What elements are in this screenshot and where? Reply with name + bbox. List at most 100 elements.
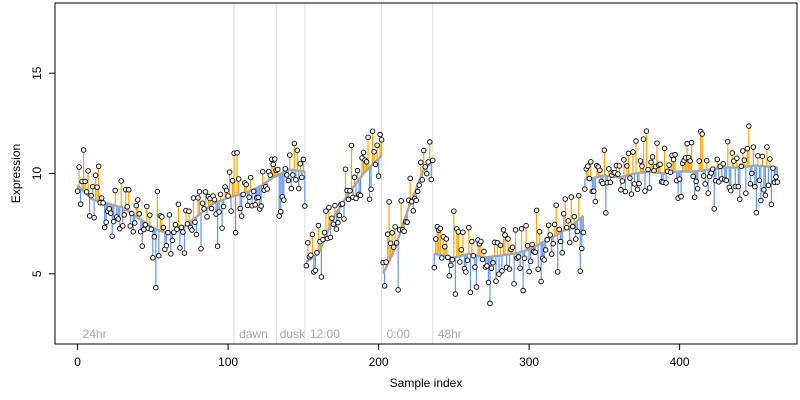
data-point-451: [753, 209, 760, 216]
data-point-287: [506, 266, 513, 272]
data-point-71: [181, 250, 188, 256]
data-point-12: [92, 172, 99, 179]
data-point-376: [640, 136, 647, 142]
x-tick-label-4: 400: [670, 355, 690, 369]
data-point-440: [737, 196, 743, 202]
data-point-354: [607, 179, 614, 186]
data-point-290: [511, 281, 517, 287]
data-point-391: [663, 180, 669, 186]
data-point-250: [451, 208, 457, 214]
data-point-1: [76, 164, 82, 170]
data-point-202: [378, 137, 385, 143]
data-point-173: [335, 219, 341, 226]
data-point-225: [413, 197, 419, 204]
data-point-360: [616, 163, 623, 169]
residual-lines: [76, 126, 779, 304]
data-point-54: [156, 252, 162, 259]
data-point-449: [750, 144, 757, 150]
data-point-408: [688, 139, 695, 146]
data-point-197: [371, 149, 377, 155]
data-point-43: [139, 243, 146, 249]
data-point-73: [184, 221, 191, 227]
data-point-177: [341, 216, 347, 222]
data-point-286: [505, 236, 511, 242]
data-point-432: [725, 138, 731, 145]
data-point-206: [384, 231, 391, 237]
data-point-150: [300, 156, 307, 163]
data-point-295: [518, 225, 525, 232]
data-point-86: [204, 214, 210, 220]
data-point-465: [774, 179, 781, 185]
data-point-237: [431, 264, 438, 271]
data-point-23: [109, 233, 115, 239]
data-point-149: [299, 174, 305, 181]
data-point-381: [648, 159, 654, 166]
data-point-382: [649, 154, 656, 160]
data-point-181: [347, 187, 353, 194]
data-point-317: [551, 221, 558, 228]
data-point-209: [389, 230, 395, 236]
data-point-434: [728, 187, 734, 194]
data-point-186: [354, 167, 361, 174]
data-point-419: [705, 190, 711, 196]
data-point-255: [458, 246, 465, 253]
x-axis: 0 100 200 300 400: [74, 344, 690, 369]
data-point-311: [542, 247, 549, 253]
condition-annotations: 24hr dawn dusk 12:00 0:00 48hr: [83, 327, 462, 341]
data-point-103: [229, 178, 236, 184]
data-point-445: [744, 145, 751, 152]
data-point-133: [275, 166, 281, 173]
data-point-69: [178, 224, 185, 230]
data-point-56: [159, 214, 165, 220]
data-point-423: [711, 206, 717, 212]
data-point-84: [201, 206, 207, 212]
data-point-251: [452, 291, 459, 297]
data-point-448: [749, 170, 755, 177]
data-point-201: [377, 131, 383, 138]
data-point-238: [433, 236, 439, 242]
data-point-261: [467, 289, 474, 296]
data-point-247: [446, 273, 453, 279]
data-point-130: [270, 161, 276, 168]
data-point-81: [196, 188, 203, 195]
data-point-196: [369, 128, 376, 134]
data-point-184: [351, 174, 358, 181]
data-point-52: [153, 284, 159, 291]
data-point-369: [630, 149, 636, 155]
data-point-215: [398, 198, 404, 204]
data-point-409: [690, 173, 696, 180]
data-point-97: [220, 203, 227, 210]
data-point-273: [485, 279, 492, 286]
data-point-68: [177, 245, 183, 251]
data-point-200: [375, 173, 382, 179]
data-point-258: [463, 269, 469, 275]
data-point-390: [661, 145, 668, 152]
data-point-118: [252, 202, 258, 208]
y-axis: 5 10 15: [30, 66, 55, 277]
data-point-371: [633, 138, 639, 144]
data-point-18: [101, 224, 108, 231]
data-point-63: [169, 237, 176, 244]
data-point-4: [80, 147, 87, 153]
data-point-454: [758, 197, 764, 204]
data-point-350: [601, 147, 608, 153]
data-point-236: [430, 157, 436, 164]
data-point-351: [603, 210, 609, 216]
data-point-99: [223, 187, 230, 194]
data-point-438: [734, 155, 740, 162]
annotation-1200: 12:00: [310, 327, 340, 341]
data-point-460: [767, 156, 773, 162]
data-point-353: [606, 166, 612, 172]
data-point-310: [541, 257, 547, 263]
data-point-59: [163, 242, 170, 249]
data-point-374: [637, 158, 644, 164]
data-point-264: [472, 264, 478, 270]
data-point-400: [676, 176, 683, 182]
data-point-385: [654, 140, 660, 146]
annotation-48hr: 48hr: [438, 327, 462, 341]
data-point-268: [478, 238, 484, 245]
x-axis-title: Sample index: [390, 376, 463, 390]
data-point-282: [499, 268, 505, 274]
data-point-141: [287, 152, 293, 158]
data-point-94: [216, 209, 222, 215]
